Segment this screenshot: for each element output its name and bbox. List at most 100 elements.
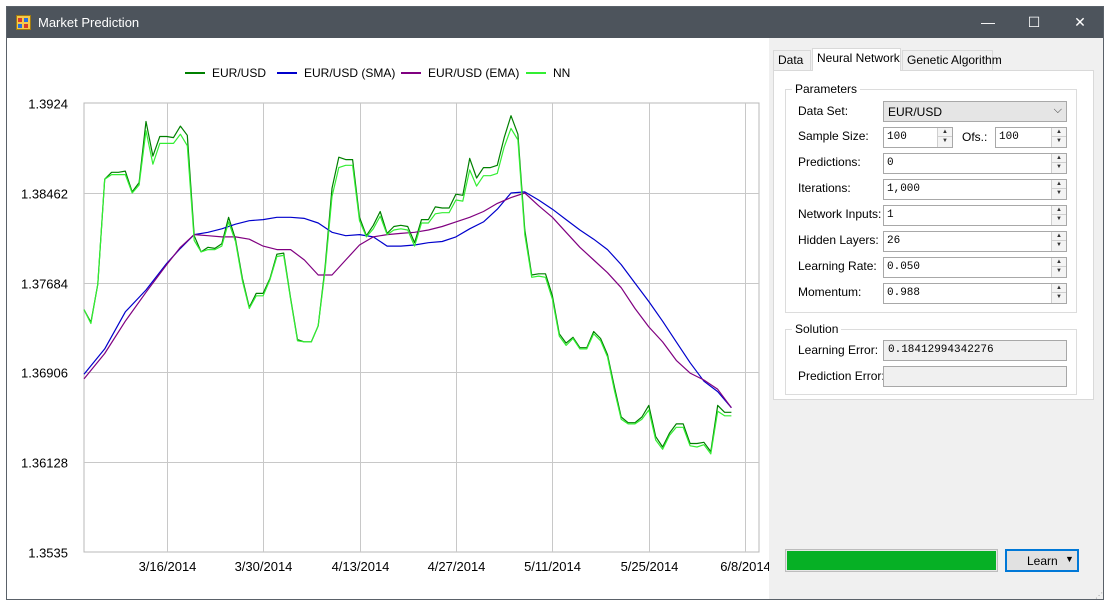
tab-neural-network[interactable]: Neural Network [812, 48, 901, 71]
learning-error-field: 0.18412994342276 [883, 340, 1067, 361]
legend-label: NN [553, 66, 570, 80]
spin-up-icon[interactable]: ▲ [1052, 180, 1066, 189]
momentum-spin[interactable]: ▲ ▼ [1051, 284, 1066, 303]
predictions-spin[interactable]: ▲ ▼ [1051, 154, 1066, 173]
spin-down-icon[interactable]: ▼ [1056, 268, 1062, 274]
tab-genetic-algorithm-label: Genetic Algorithm [907, 53, 1002, 67]
spin-down-icon[interactable]: ▼ [1056, 190, 1062, 196]
y-tick-label: 1.38462 [21, 187, 68, 202]
learning-rate-spin[interactable]: ▲ ▼ [1051, 258, 1066, 277]
chart-app-icon [16, 15, 31, 30]
spin-down-icon[interactable]: ▼ [1056, 138, 1062, 144]
y-tick-label: 1.37684 [21, 277, 68, 292]
offset-stepper[interactable]: 100 ▲ ▼ [995, 127, 1067, 148]
iterations-label: Iterations: [798, 181, 851, 195]
y-tick-label: 1.36128 [21, 456, 68, 471]
x-tick-label: 3/16/2014 [139, 559, 197, 574]
network-inputs-value: 1 [887, 209, 894, 221]
offset-label: Ofs.: [962, 130, 988, 144]
learning-progress-bar [785, 549, 998, 572]
series-line-eur-usd-ema- [83, 192, 732, 409]
data-set-value: EUR/USD [888, 105, 943, 119]
y-tick-label: 1.3535 [28, 546, 68, 561]
learning-rate-stepper[interactable]: 0.050 ▲ ▼ [883, 257, 1067, 278]
spin-up-icon[interactable]: ▲ [1052, 258, 1066, 267]
close-icon: ✕ [1074, 14, 1086, 30]
predictions-label: Predictions: [798, 155, 861, 169]
network-inputs-label: Network Inputs: [798, 207, 882, 221]
app-window: Market Prediction — ☐ ✕ 1.3924 1.38462 1.3… [6, 6, 1104, 600]
sample-size-label: Sample Size: [798, 129, 869, 143]
spin-up-icon[interactable]: ▲ [1052, 284, 1066, 293]
offset-spin[interactable]: ▲ ▼ [1051, 128, 1066, 147]
spin-down-icon[interactable]: ▼ [942, 138, 948, 144]
prediction-error-field [883, 366, 1067, 387]
spin-up-icon[interactable]: ▲ [1052, 128, 1066, 137]
spin-up-icon[interactable]: ▲ [1052, 206, 1066, 215]
sample-size-value: 100 [887, 131, 907, 143]
learning-error-value: 0.18412994342276 [888, 344, 994, 356]
spin-down-icon[interactable]: ▼ [1056, 294, 1062, 300]
resize-grip-icon[interactable]: ⋰ [1095, 591, 1103, 600]
spin-down-icon[interactable]: ▼ [1056, 164, 1062, 170]
x-tick-label: 3/30/2014 [235, 559, 293, 574]
solution-legend: Solution [795, 322, 839, 336]
learn-button-label: Learn [1027, 554, 1058, 568]
predictions-stepper[interactable]: 0 ▲ ▼ [883, 153, 1067, 174]
progress-fill [787, 551, 996, 570]
x-tick-label: 4/13/2014 [332, 559, 390, 574]
dropdown-caret-icon[interactable]: ▼ [1065, 554, 1074, 564]
neural-network-page: Parameters Data Set: EUR/USD ⌵ Sample Si… [773, 70, 1094, 400]
spin-up-icon[interactable]: ▲ [1052, 154, 1066, 163]
price-chart[interactable]: 1.3924 1.38462 1.37684 1.36906 1.36128 1.3535… [7, 38, 769, 599]
momentum-value: 0.988 [887, 287, 921, 299]
learn-button[interactable]: Learn ▼ [1005, 549, 1079, 572]
tab-neural-network-label: Neural Network [817, 51, 900, 65]
sample-size-stepper[interactable]: 100 ▲ ▼ [883, 127, 953, 148]
iterations-spin[interactable]: ▲ ▼ [1051, 180, 1066, 199]
spin-up-icon[interactable]: ▲ [1052, 232, 1066, 241]
spin-down-icon[interactable]: ▼ [1056, 242, 1062, 248]
tab-data-label: Data [778, 53, 804, 67]
minimize-icon: — [981, 14, 995, 30]
title-bar[interactable]: Market Prediction — ☐ ✕ [7, 7, 1103, 38]
offset-value: 100 [999, 131, 1019, 143]
minimize-button[interactable]: — [965, 7, 1011, 38]
iterations-stepper[interactable]: 1,000 ▲ ▼ [883, 179, 1067, 200]
hidden-layers-stepper[interactable]: 26 ▲ ▼ [883, 231, 1067, 252]
x-tick-label: 4/27/2014 [428, 559, 486, 574]
hidden-layers-value: 26 [887, 235, 901, 247]
close-button[interactable]: ✕ [1057, 7, 1103, 38]
x-tick-label: 5/25/2014 [621, 559, 679, 574]
chevron-down-icon: ⌵ [1053, 104, 1062, 116]
network-inputs-stepper[interactable]: 1 ▲ ▼ [883, 205, 1067, 226]
tab-data[interactable]: Data [773, 50, 811, 70]
spin-up-icon[interactable]: ▲ [938, 128, 952, 137]
y-tick-label: 1.36906 [21, 366, 68, 381]
chart-canvas: 1.3924 1.38462 1.37684 1.36906 1.36128 1.3535… [21, 66, 769, 574]
spin-down-icon[interactable]: ▼ [1056, 216, 1062, 222]
solution-group: Solution [785, 322, 1077, 395]
parameters-legend: Parameters [795, 82, 858, 96]
y-tick-label: 1.3924 [28, 97, 68, 112]
series-line-eur-usd-sma- [83, 191, 732, 409]
momentum-stepper[interactable]: 0.988 ▲ ▼ [883, 283, 1067, 304]
series-line-nn [83, 127, 732, 455]
momentum-label: Momentum: [798, 285, 862, 299]
network-inputs-spin[interactable]: ▲ ▼ [1051, 206, 1066, 225]
prediction-error-label: Prediction Error: [798, 369, 885, 383]
x-tick-label: 6/8/2014 [720, 559, 769, 574]
tab-genetic-algorithm[interactable]: Genetic Algorithm [902, 50, 1002, 70]
window-title: Market Prediction [38, 15, 140, 30]
maximize-button[interactable]: ☐ [1011, 7, 1057, 38]
parameters-group: Parameters [785, 82, 1077, 313]
hidden-layers-spin[interactable]: ▲ ▼ [1051, 232, 1066, 251]
maximize-icon: ☐ [1027, 14, 1041, 30]
data-set-combo[interactable]: EUR/USD ⌵ [883, 101, 1067, 122]
learning-rate-value: 0.050 [887, 261, 921, 273]
legend-label: EUR/USD [212, 66, 266, 80]
sample-size-spin[interactable]: ▲ ▼ [937, 128, 952, 147]
x-tick-label: 5/11/2014 [524, 559, 581, 574]
learning-error-label: Learning Error: [798, 343, 879, 357]
hidden-layers-label: Hidden Layers: [798, 233, 879, 247]
